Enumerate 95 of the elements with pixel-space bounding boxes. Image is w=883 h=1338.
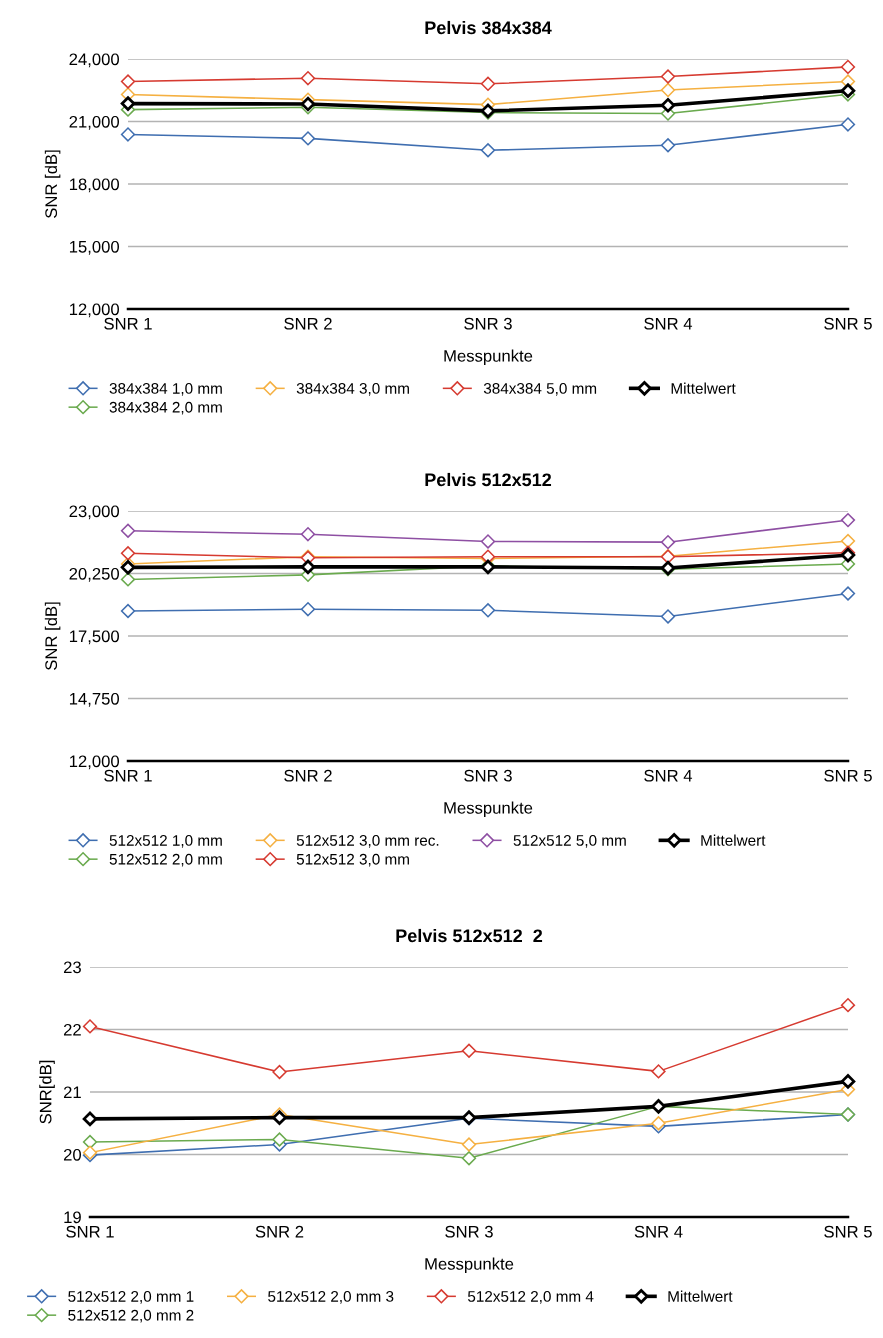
- point: [840, 117, 856, 132]
- x-tick-label: SNR 1: [104, 769, 152, 782]
- legend-label: 512x512 5,0 mm: [513, 835, 626, 848]
- y-tick-label: 20,250: [69, 567, 120, 582]
- point: [480, 143, 496, 158]
- x-tick-label: SNR 4: [634, 1225, 683, 1238]
- x-tick-label: SNR 5: [824, 1225, 872, 1238]
- y-tick-label: 22: [63, 1023, 81, 1036]
- chart-title: Pelvis 512x512: [425, 472, 552, 487]
- y-tick-label: 14,750: [69, 692, 120, 707]
- x-tick-label: SNR 2: [284, 317, 332, 330]
- point: [120, 572, 136, 587]
- x-tick-label: SNR 3: [464, 769, 512, 782]
- legend-label: 384x384 3,0 mm: [296, 383, 409, 396]
- point: [480, 534, 496, 549]
- y-axis-title: SNR [dB]: [44, 150, 61, 218]
- legend-label: 512x512 2,0 mm 1: [68, 1291, 194, 1304]
- legend-label: 512x512 2,0 mm: [109, 853, 222, 867]
- x-axis-title: Messpunkte: [444, 349, 533, 366]
- y-tick-label: 12,000: [69, 303, 120, 318]
- legend-label: 512x512 3,0 mm: [296, 853, 409, 867]
- point: [120, 96, 136, 111]
- point: [82, 1019, 98, 1034]
- point: [300, 131, 316, 146]
- x-axis-title: Messpunkte: [444, 801, 533, 818]
- point: [840, 533, 856, 549]
- x-tick-label: SNR 3: [464, 317, 512, 330]
- chart-title: Pelvis 384x384: [425, 20, 552, 35]
- point: [840, 59, 856, 75]
- y-tick-label: 17,500: [69, 630, 120, 645]
- y-tick-label: 21: [63, 1086, 81, 1099]
- y-axis-title: SNR [dB]: [44, 602, 61, 670]
- point: [660, 534, 676, 550]
- point: [120, 523, 136, 538]
- legend-label: 512x512 2,0 mm 2: [68, 1309, 194, 1323]
- point: [660, 69, 676, 84]
- point: [651, 1064, 666, 1079]
- legend-label: 512x512 2,0 mm 3: [268, 1291, 394, 1304]
- y-tick-label: 23: [63, 961, 81, 974]
- chart-title: Pelvis 512x512 2: [396, 928, 543, 943]
- point: [840, 586, 856, 601]
- point: [660, 97, 676, 113]
- x-tick-label: SNR 5: [824, 769, 872, 782]
- point: [120, 74, 136, 89]
- point: [120, 603, 136, 619]
- x-axis-title: Messpunkte: [425, 1257, 514, 1274]
- point: [120, 127, 136, 142]
- x-tick-label: SNR 1: [66, 1225, 114, 1238]
- legend-label: 512x512 1,0 mm: [109, 835, 222, 848]
- legend-label: 512x512 3,0 mm rec.: [296, 835, 439, 848]
- x-tick-label: SNR 5: [824, 317, 872, 330]
- point: [660, 138, 676, 153]
- y-tick-label: 20: [63, 1148, 82, 1161]
- legend-label: Mittelwert: [701, 834, 766, 846]
- point: [660, 609, 676, 624]
- point: [82, 1111, 98, 1127]
- legend-label: Mittelwert: [668, 1290, 733, 1302]
- point: [120, 546, 136, 561]
- point: [272, 1064, 287, 1080]
- x-tick-label: SNR 4: [644, 317, 693, 330]
- x-tick-label: SNR 2: [255, 1225, 304, 1238]
- point: [272, 1132, 287, 1147]
- point: [300, 559, 316, 575]
- x-tick-label: SNR 2: [284, 769, 332, 782]
- point: [461, 1137, 477, 1152]
- point: [480, 603, 496, 618]
- point: [461, 1043, 477, 1058]
- point: [120, 560, 136, 575]
- y-tick-label: 15,000: [69, 240, 120, 255]
- point: [480, 76, 496, 91]
- y-tick-label: 18,000: [69, 178, 120, 193]
- legend-label: Mittelwert: [671, 382, 736, 394]
- point: [82, 1134, 98, 1150]
- point: [300, 602, 316, 617]
- x-tick-label: SNR 1: [104, 317, 152, 330]
- point: [660, 82, 676, 98]
- y-tick-label: 21,000: [69, 115, 120, 130]
- x-tick-label: SNR 4: [644, 769, 693, 782]
- y-axis-title: SNR[dB]: [39, 1060, 55, 1124]
- y-tick-label: 24,000: [69, 53, 120, 68]
- legend-label: 384x384 5,0 mm: [483, 383, 597, 396]
- y-tick-label: 23,000: [69, 505, 120, 520]
- point: [300, 527, 316, 542]
- legend-label: 384x384 1,0 mm: [109, 383, 222, 396]
- y-tick-label: 19: [64, 1211, 81, 1224]
- point: [300, 71, 316, 86]
- legend-label: 512x512 2,0 mm 4: [467, 1291, 594, 1304]
- legend-label: 384x384 2,0 mm: [109, 401, 222, 415]
- point: [840, 1074, 856, 1089]
- point: [840, 83, 856, 98]
- point: [461, 1151, 477, 1166]
- point: [840, 997, 856, 1013]
- y-tick-label: 12,000: [69, 755, 120, 770]
- point: [840, 512, 856, 528]
- x-tick-label: SNR 3: [445, 1225, 493, 1238]
